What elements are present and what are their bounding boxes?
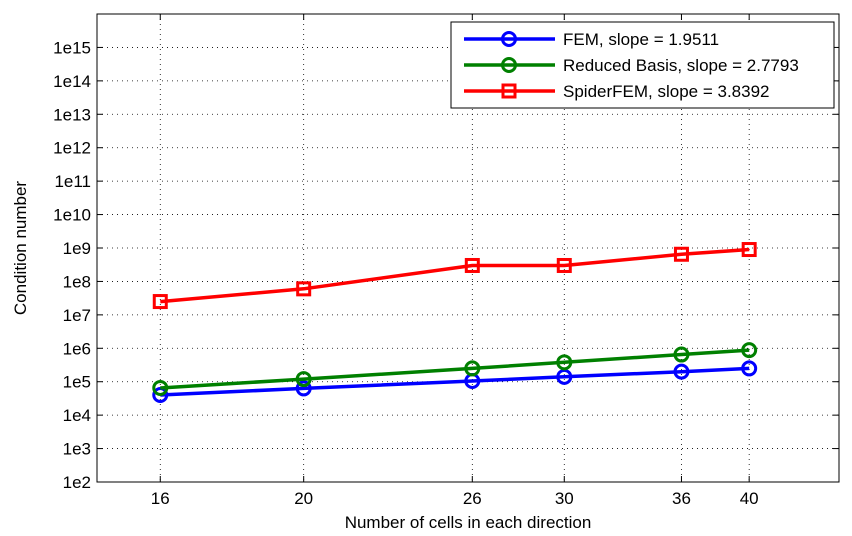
y-tick-label: 1e7: [63, 306, 91, 325]
data-point: [295, 380, 312, 397]
legend-label: SpiderFEM, slope = 3.8392: [563, 82, 769, 101]
legend-item: FEM, slope = 1.9511: [464, 30, 719, 49]
x-axis-title: Number of cells in each direction: [345, 513, 592, 532]
legend-item: Reduced Basis, slope = 2.7793: [464, 56, 799, 75]
y-tick-label: 1e13: [53, 105, 91, 124]
data-point: [741, 342, 758, 359]
legend-item: SpiderFEM, slope = 3.8392: [464, 82, 769, 101]
data-point: [673, 346, 690, 363]
series-0: [152, 360, 758, 404]
data-point: [296, 281, 312, 297]
series-line: [160, 247, 750, 304]
data-point: [741, 360, 758, 377]
data-point: [556, 354, 573, 371]
x-tick-label: 20: [294, 489, 313, 508]
series-2: [152, 242, 757, 310]
x-tick-label: 16: [151, 489, 170, 508]
data-point: [673, 363, 690, 380]
y-tick-label: 1e8: [63, 272, 91, 291]
data-point: [464, 360, 481, 377]
data-point: [464, 257, 480, 273]
y-axis-title: Condition number: [11, 181, 30, 316]
legend-marker: [501, 83, 517, 99]
y-tick-label: 1e11: [54, 172, 91, 191]
data-point: [741, 242, 757, 258]
legend-marker: [501, 57, 517, 73]
y-tick-label: 1e9: [63, 239, 91, 258]
data-point: [152, 294, 168, 310]
y-tick-label: 1e6: [63, 339, 91, 358]
data-point: [673, 246, 689, 262]
series-line: [160, 366, 750, 397]
axis-ticks: 16 20 26 30 36 40 1e2 1e3 1e4 1e5 1e6 1e7 1e8 1e9 1e10…: [53, 14, 839, 508]
data-point: [556, 257, 572, 273]
x-tick-label: 26: [463, 489, 482, 508]
data-point: [295, 371, 312, 388]
y-tick-label: 1e5: [63, 373, 91, 392]
y-tick-label: 1e14: [53, 72, 91, 91]
legend-marker: [501, 31, 517, 47]
x-tick-label: 36: [672, 489, 691, 508]
y-tick-label: 1e3: [63, 440, 91, 459]
data-point: [152, 379, 169, 396]
legend: FEM, slope = 1.9511 Reduced Basis, slope …: [450, 21, 835, 109]
legend-label: Reduced Basis, slope = 2.7793: [563, 56, 799, 75]
y-tick-label: 1e12: [53, 139, 91, 158]
series-1: [152, 342, 758, 396]
x-tick-label: 30: [555, 489, 574, 508]
series-line: [160, 348, 750, 390]
y-tick-label: 1e15: [53, 38, 91, 57]
data-point: [152, 387, 169, 404]
legend-label: FEM, slope = 1.9511: [563, 30, 719, 49]
series-group: [152, 242, 758, 404]
y-tick-label: 1e2: [63, 473, 91, 492]
y-tick-label: 1e4: [63, 406, 91, 425]
y-tick-label: 1e10: [53, 206, 91, 225]
x-tick-label: 40: [740, 489, 759, 508]
